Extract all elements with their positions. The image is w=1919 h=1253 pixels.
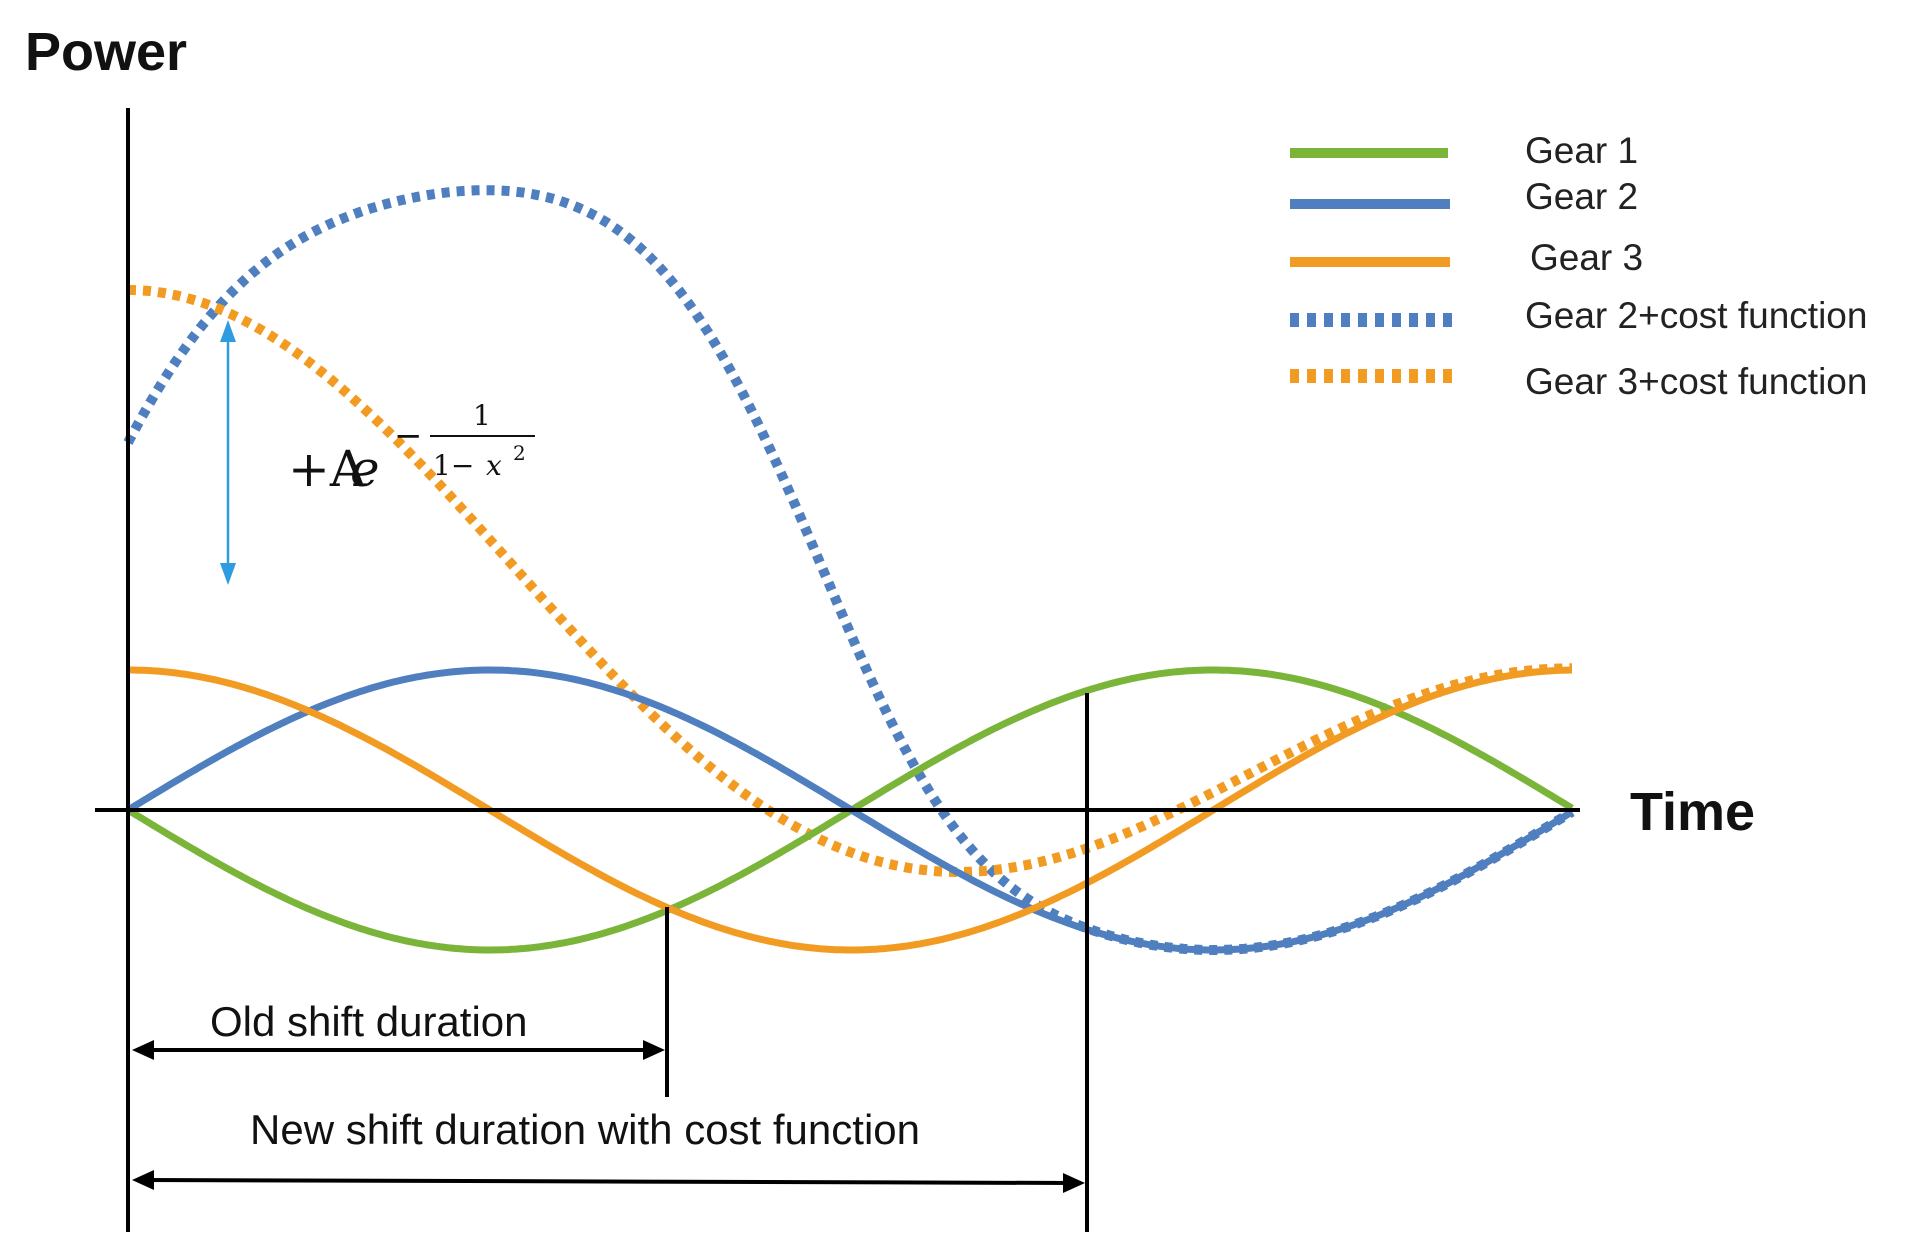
old-shift-label: Old shift duration — [210, 998, 528, 1045]
formula-base: e — [350, 440, 380, 498]
cost-formula: +A e − 1 1− x 2 — [288, 399, 535, 498]
legend-label-gear3-cost: Gear 3+cost function — [1525, 361, 1867, 402]
y-axis-title: Power — [25, 22, 187, 82]
legend-label-gear2: Gear 2 — [1525, 176, 1638, 217]
formula-numerator: 1 — [473, 399, 491, 432]
gear3-cost-curve — [127, 285, 1573, 877]
formula-prefix: +A — [288, 440, 367, 498]
gear2-cost-curve — [123, 185, 1575, 955]
new-shift-label: New shift duration with cost function — [250, 1106, 920, 1153]
curves-layer — [123, 185, 1575, 955]
legend-label-gear3: Gear 3 — [1530, 237, 1643, 278]
x-axis-title: Time — [1630, 782, 1755, 842]
gear3-curve — [128, 666, 1573, 954]
formula-denominator-left: 1− — [433, 449, 474, 482]
legend-label-gear1: Gear 1 — [1525, 130, 1638, 171]
formula-minus: − — [394, 416, 423, 456]
cost-offset-arrow — [220, 320, 236, 585]
old-shift-arrow — [132, 1040, 665, 1060]
new-shift-arrow — [132, 1170, 1085, 1193]
formula-denominator-exp: 2 — [513, 441, 526, 465]
formula-denominator-var: x — [486, 449, 502, 482]
legend: Gear 1 Gear 2 Gear 3 Gear 2+cost functio… — [1290, 130, 1867, 402]
legend-label-gear2-cost: Gear 2+cost function — [1525, 295, 1867, 336]
